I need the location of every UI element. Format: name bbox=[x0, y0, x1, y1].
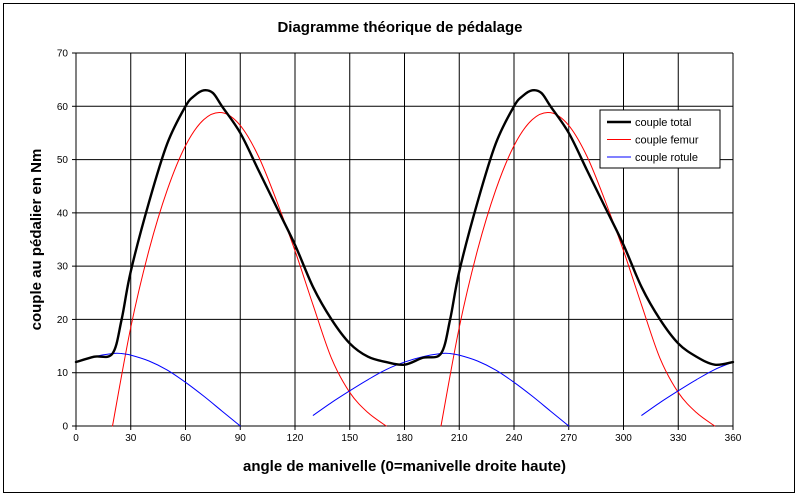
y-tick-label: 50 bbox=[57, 155, 69, 166]
y-tick-label: 0 bbox=[62, 422, 68, 433]
y-tick-label: 70 bbox=[57, 49, 69, 60]
couple-total-line bbox=[74, 88, 735, 367]
y-axis-title: couple au pédalier en Nm bbox=[28, 149, 45, 331]
x-axis-title: angle de manivelle (0=manivelle droite h… bbox=[243, 458, 566, 475]
x-tick-label: 0 bbox=[73, 433, 79, 444]
y-tick-label: 30 bbox=[57, 262, 69, 273]
x-tick-label: 330 bbox=[670, 433, 687, 444]
x-tick-label: 360 bbox=[725, 433, 742, 444]
x-tick-label: 60 bbox=[180, 433, 192, 444]
couple-rotule-line bbox=[75, 352, 241, 427]
x-tick-label: 90 bbox=[235, 433, 247, 444]
couple-femur-line bbox=[440, 111, 716, 427]
x-tick-label: 180 bbox=[396, 433, 413, 444]
y-tick-label: 20 bbox=[57, 315, 69, 326]
couple-femur-line bbox=[112, 111, 387, 427]
x-tick-label: 210 bbox=[451, 433, 468, 444]
x-tick-label: 120 bbox=[287, 433, 304, 444]
legend-label: couple rotule bbox=[635, 152, 698, 164]
x-tick-label: 30 bbox=[125, 433, 137, 444]
x-tick-label: 270 bbox=[560, 433, 577, 444]
couple-rotule-line bbox=[641, 361, 734, 416]
legend-label: couple femur bbox=[635, 135, 699, 147]
legend-label: couple total bbox=[635, 117, 691, 129]
x-tick-label: 300 bbox=[615, 433, 632, 444]
y-tick-label: 60 bbox=[57, 102, 69, 113]
chart-title: Diagramme théorique de pédalage bbox=[277, 19, 522, 36]
y-tick-label: 40 bbox=[57, 208, 69, 219]
y-tick-label: 10 bbox=[57, 368, 69, 379]
x-tick-label: 150 bbox=[341, 433, 358, 444]
couple-rotule-line bbox=[312, 352, 570, 427]
x-tick-label: 240 bbox=[506, 433, 523, 444]
